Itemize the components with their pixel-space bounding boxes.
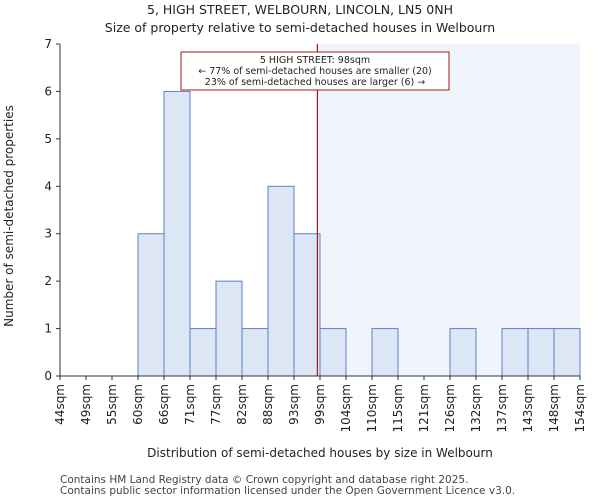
histogram-bar xyxy=(553,328,581,377)
histogram-bar xyxy=(501,328,529,377)
histogram-bar xyxy=(293,233,321,377)
x-tick-label: 132sqm xyxy=(469,384,483,432)
y-tick-label: 3 xyxy=(44,227,52,241)
histogram-bar xyxy=(137,233,165,377)
x-tick-label: 60sqm xyxy=(131,384,145,425)
histogram-bar xyxy=(319,328,347,377)
y-tick-label: 2 xyxy=(44,274,52,288)
histogram-bar xyxy=(449,328,477,377)
chart-subtitle: Size of property relative to semi-detach… xyxy=(104,20,496,35)
x-tick-label: 44sqm xyxy=(53,384,67,425)
x-axis-label: Distribution of semi-detached houses by … xyxy=(147,446,493,460)
annotation-line-1: 5 HIGH STREET: 98sqm xyxy=(260,55,370,66)
footer-attribution-2: Contains public sector information licen… xyxy=(60,485,516,497)
y-tick-label: 5 xyxy=(44,132,52,146)
histogram-bar xyxy=(215,280,243,377)
histogram-bar xyxy=(163,90,191,377)
y-tick-label: 0 xyxy=(44,369,52,383)
annotation-box xyxy=(180,51,450,91)
x-tick-label: 110sqm xyxy=(365,384,379,432)
annotation-line-3: 23% of semi-detached houses are larger (… xyxy=(205,77,425,88)
annotation-line-2: ← 77% of semi-detached houses are smalle… xyxy=(198,66,432,77)
y-axis-label: Number of semi-detached properties xyxy=(2,105,16,327)
x-tick-label: 71sqm xyxy=(183,384,197,425)
x-tick-label: 148sqm xyxy=(547,384,561,432)
x-tick-label: 121sqm xyxy=(417,384,431,432)
chart-title: 5, HIGH STREET, WELBOURN, LINCOLN, LN5 0… xyxy=(147,2,453,17)
y-tick-label: 4 xyxy=(44,179,52,193)
x-tick-label: 77sqm xyxy=(209,384,223,425)
x-tick-label: 82sqm xyxy=(235,384,249,425)
larger-properties-region xyxy=(317,44,580,376)
x-tick-label: 104sqm xyxy=(339,384,353,432)
x-tick-label: 88sqm xyxy=(261,384,275,425)
histogram-bar xyxy=(371,328,399,377)
y-tick-label: 6 xyxy=(44,84,52,98)
histogram-bar xyxy=(527,328,555,377)
histogram-bar xyxy=(189,328,217,377)
y-tick-label: 1 xyxy=(44,322,52,336)
x-tick-label: 143sqm xyxy=(521,384,535,432)
histogram-bar xyxy=(241,328,269,377)
x-tick-label: 115sqm xyxy=(391,384,405,432)
x-tick-label: 137sqm xyxy=(495,384,509,432)
x-tick-label: 93sqm xyxy=(287,384,301,425)
histogram-bar xyxy=(267,185,295,377)
x-tick-label: 154sqm xyxy=(573,384,587,432)
x-tick-label: 55sqm xyxy=(105,384,119,425)
y-tick-label: 7 xyxy=(44,37,52,51)
x-tick-label: 66sqm xyxy=(157,384,171,425)
x-tick-label: 126sqm xyxy=(443,384,457,432)
footer-attribution-1: Contains HM Land Registry data © Crown c… xyxy=(60,474,469,486)
x-tick-label: 99sqm xyxy=(313,384,327,425)
x-tick-label: 49sqm xyxy=(79,384,93,425)
